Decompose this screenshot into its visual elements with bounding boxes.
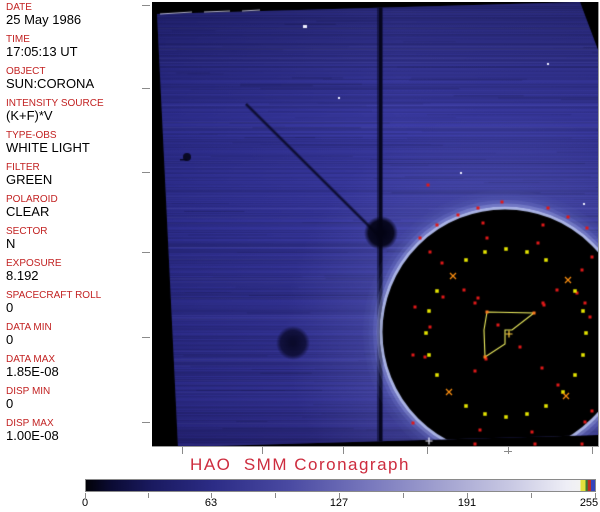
metadata-value: 0	[6, 396, 14, 411]
colorbar-tick-label: 0	[81, 497, 89, 509]
metadata-value: (K+F)*V	[6, 108, 53, 123]
metadata-label: POLAROID	[6, 194, 58, 205]
metadata-field: DATE 25 May 1986	[6, 2, 150, 27]
colorbar-minor-tick	[403, 493, 404, 498]
metadata-value: 17:05:13 UT	[6, 44, 78, 59]
metadata-value: 1.85E-08	[6, 364, 59, 379]
ruler-tick	[142, 5, 150, 6]
metadata-label: SECTOR	[6, 226, 48, 237]
metadata-field: FILTER GREEN	[6, 162, 150, 187]
coronagraph-image	[152, 2, 598, 446]
metadata-field: DISP MAX 1.00E-08	[6, 418, 150, 443]
metadata-label: DISP MAX	[6, 418, 54, 429]
colorbar-tick	[211, 493, 212, 498]
metadata-field: SECTOR N	[6, 226, 150, 251]
ruler-tick	[343, 447, 344, 454]
plot-title: HAO SMM Coronagraph	[190, 455, 410, 474]
colorbar-tick	[467, 493, 468, 498]
colorbar-tick	[339, 493, 340, 498]
metadata-value: 1.00E-08	[6, 428, 59, 443]
metadata-field: OBJECT SUN:CORONA	[6, 66, 150, 91]
metadata-field: DATA MAX 1.85E-08	[6, 354, 150, 379]
colorbar-minor-tick	[148, 493, 149, 498]
colorbar-tick	[85, 493, 86, 498]
colorbar-tick-label: 255	[579, 497, 599, 509]
metadata-label: FILTER	[6, 162, 40, 173]
ruler-tick	[142, 337, 150, 338]
metadata-value: SUN:CORONA	[6, 76, 95, 91]
metadata-label: INTENSITY SOURCE	[6, 98, 104, 109]
metadata-value: N	[6, 236, 16, 251]
metadata-label: OBJECT	[6, 66, 46, 77]
colorbar-tick-label: 63	[204, 497, 218, 509]
ruler-tick	[427, 447, 428, 454]
metadata-field: POLAROID CLEAR	[6, 194, 150, 219]
metadata-field: SPACECRAFT ROLL 0	[6, 290, 150, 315]
metadata-field: DISP MIN 0	[6, 386, 150, 411]
metadata-value: 8.192	[6, 268, 39, 283]
ruler-tick	[142, 172, 150, 173]
ruler-tick	[142, 422, 150, 423]
metadata-label: TYPE-OBS	[6, 130, 57, 141]
ruler-tick	[592, 447, 593, 454]
metadata-label: DATA MAX	[6, 354, 56, 365]
metadata-value: 0	[6, 332, 14, 347]
metadata-label: DATE	[6, 2, 32, 13]
ruler-plus	[508, 447, 509, 454]
ruler-tick	[142, 252, 150, 253]
metadata-field: EXPOSURE 8.192	[6, 258, 150, 283]
ruler-tick	[182, 447, 183, 454]
metadata-panel: DATE 25 May 1986 TIME 17:05:13 UT OBJECT SUN:…	[6, 2, 150, 450]
metadata-value: WHITE LIGHT	[6, 140, 90, 155]
metadata-label: SPACECRAFT ROLL	[6, 290, 102, 301]
metadata-value: 25 May 1986	[6, 12, 82, 27]
colorbar-gradient	[85, 479, 596, 492]
metadata-field: DATA MIN 0	[6, 322, 150, 347]
metadata-label: EXPOSURE	[6, 258, 62, 269]
ruler-tick	[142, 88, 150, 89]
colorbar-minor-tick	[531, 493, 532, 498]
metadata-label: DISP MIN	[6, 386, 51, 397]
ruler-tick	[262, 447, 263, 454]
metadata-field: TIME 17:05:13 UT	[6, 34, 150, 59]
colorbar-minor-tick	[275, 493, 276, 498]
metadata-field: TYPE-OBS WHITE LIGHT	[6, 130, 150, 155]
metadata-value: GREEN	[6, 172, 53, 187]
colorbar-tick-label: 191	[457, 497, 477, 509]
colorbar-tick	[595, 493, 596, 498]
metadata-label: DATA MIN	[6, 322, 52, 333]
metadata-label: TIME	[6, 34, 30, 45]
image-frame	[152, 2, 599, 447]
metadata-value: 0	[6, 300, 14, 315]
metadata-value: CLEAR	[6, 204, 50, 219]
metadata-field: INTENSITY SOURCE (K+F)*V	[6, 98, 150, 123]
colorbar-tick-label: 127	[329, 497, 349, 509]
